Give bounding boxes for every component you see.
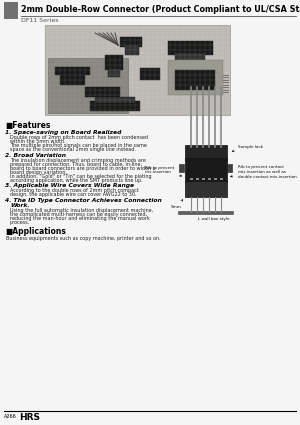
Bar xyxy=(175,70,215,90)
Bar xyxy=(208,178,211,180)
Bar xyxy=(168,41,213,55)
Text: Double rows of 2mm pitch contact  has been condensed: Double rows of 2mm pitch contact has bee… xyxy=(10,135,148,140)
Text: 3. Applicable Wire Covers Wide Range: 3. Applicable Wire Covers Wide Range xyxy=(5,183,134,188)
Text: design, the applicable wire can cover AWG22 to 30.: design, the applicable wire can cover AW… xyxy=(10,192,136,197)
Text: according application, while the SMT products line up.: according application, while the SMT pro… xyxy=(10,178,142,182)
Text: HRS: HRS xyxy=(19,413,40,422)
Text: the complicated multi-harness can be easily connected,: the complicated multi-harness can be eas… xyxy=(10,212,147,216)
Text: L wall box style: L wall box style xyxy=(198,217,230,221)
Bar xyxy=(168,60,223,95)
Bar xyxy=(48,58,128,113)
Bar xyxy=(185,181,227,197)
Bar xyxy=(185,145,227,160)
Text: DF11 Series: DF11 Series xyxy=(21,17,58,23)
Text: space as the conventional 2mm single line instead.: space as the conventional 2mm single lin… xyxy=(10,147,136,152)
Bar xyxy=(95,97,135,103)
Text: Rib to prevent contact
mis-insertion as well as
double contact mis-insertion: Rib to prevent contact mis-insertion as … xyxy=(230,165,297,178)
Text: reducing the man-hour and eliminating the manual work: reducing the man-hour and eliminating th… xyxy=(10,215,150,221)
Text: 1. Space-saving on Board Realized: 1. Space-saving on Board Realized xyxy=(5,130,122,135)
Text: The insulation displacement and crimping methods are: The insulation displacement and crimping… xyxy=(10,158,146,162)
Bar xyxy=(85,87,120,97)
Bar xyxy=(108,69,120,77)
Bar xyxy=(60,73,85,85)
Bar xyxy=(179,164,184,172)
Bar xyxy=(175,53,205,63)
Text: process.: process. xyxy=(10,219,30,224)
Text: According to the double rows of 2mm pitch compact: According to the double rows of 2mm pitc… xyxy=(10,188,139,193)
Bar xyxy=(196,178,199,180)
Text: ■Applications: ■Applications xyxy=(5,227,66,236)
Text: 2mm Double-Row Connector (Product Compliant to UL/CSA Standard): 2mm Double-Row Connector (Product Compli… xyxy=(21,5,300,14)
Bar xyxy=(214,178,217,180)
Text: ■Features: ■Features xyxy=(5,121,50,130)
Bar xyxy=(202,178,205,180)
Text: Rib to prevent
mis-insertion: Rib to prevent mis-insertion xyxy=(145,166,182,176)
Text: board design variation.: board design variation. xyxy=(10,170,67,175)
Text: 4. The ID Type Connector Achieves Connection: 4. The ID Type Connector Achieves Connec… xyxy=(5,198,162,202)
Bar xyxy=(190,178,193,180)
Text: Sample lock: Sample lock xyxy=(232,145,263,152)
Bar xyxy=(220,178,223,180)
Bar xyxy=(120,37,142,47)
Text: Using the full automatic insulation displacement machine,: Using the full automatic insulation disp… xyxy=(10,207,153,212)
Text: The multiple pins/hot signals can be placed in the same: The multiple pins/hot signals can be pla… xyxy=(10,143,147,148)
Text: In addition, "Gold" or "Tin" can be selected for the plating: In addition, "Gold" or "Tin" can be sele… xyxy=(10,173,152,178)
Text: Business equipments such as copy machine, printer and so on.: Business equipments such as copy machine… xyxy=(6,236,160,241)
Bar xyxy=(105,55,123,70)
Bar xyxy=(45,25,230,115)
Bar xyxy=(227,164,232,172)
Bar xyxy=(55,67,90,75)
Bar xyxy=(125,45,139,55)
Bar xyxy=(178,211,233,214)
Text: within the 5mm width.: within the 5mm width. xyxy=(10,139,66,144)
Text: A266: A266 xyxy=(4,414,17,419)
Text: board to board connectors are provided in order to widen a: board to board connectors are provided i… xyxy=(10,165,156,170)
Text: 2. Broad Variation: 2. Broad Variation xyxy=(5,153,66,158)
Text: 5mm: 5mm xyxy=(171,200,183,209)
Text: prepared for connection. Thus, board to cable, in-line,: prepared for connection. Thus, board to … xyxy=(10,162,142,167)
Bar xyxy=(4,2,18,19)
Bar xyxy=(90,101,140,111)
Text: Work.: Work. xyxy=(10,202,30,207)
Bar xyxy=(140,68,160,80)
Bar xyxy=(185,158,227,182)
